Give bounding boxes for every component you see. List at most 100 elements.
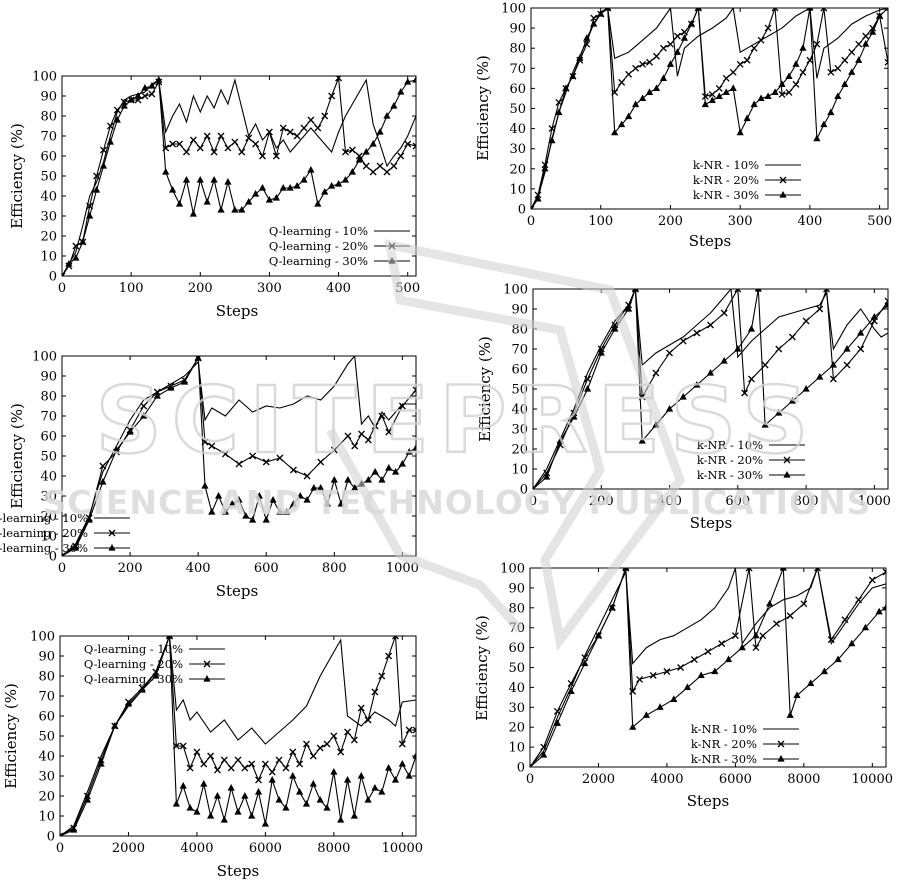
data-point (738, 643, 746, 651)
data-point (843, 345, 851, 352)
y-tick-label: 100 (500, 562, 525, 577)
data-point (364, 796, 372, 803)
data-point (99, 462, 107, 470)
data-point (224, 144, 232, 152)
data-point (362, 148, 370, 155)
data-point (176, 140, 183, 148)
data-point (597, 10, 605, 17)
x-axis-title: Steps (690, 514, 732, 532)
data-point (255, 492, 264, 499)
data-point (834, 92, 842, 100)
data-point (792, 80, 800, 88)
data-point (646, 58, 653, 66)
data-point (799, 44, 807, 51)
data-point (823, 289, 831, 293)
data-point (179, 742, 187, 750)
data-point (677, 664, 685, 671)
data-point (757, 94, 765, 102)
data-point (245, 198, 253, 205)
data-point (834, 655, 842, 663)
data-point (348, 146, 356, 154)
data-point (820, 120, 828, 128)
data-point (631, 100, 640, 108)
data-point (186, 764, 194, 772)
data-point (720, 309, 728, 317)
y-tick-label: 10 (508, 741, 525, 756)
y-tick-label: 50 (509, 102, 526, 117)
data-point (729, 84, 737, 91)
data-point (262, 458, 270, 466)
data-point (106, 138, 114, 145)
data-point (778, 90, 786, 98)
data-point (385, 464, 393, 471)
y-tick-label: 90 (40, 90, 57, 105)
data-point (764, 92, 772, 100)
data-point (806, 56, 814, 64)
data-point (653, 52, 660, 60)
y-tick-label: 100 (30, 630, 55, 645)
data-point (169, 186, 177, 193)
series-1 (62, 356, 416, 556)
data-point (72, 544, 80, 551)
data-point (673, 32, 681, 40)
legend-marker (783, 456, 791, 464)
data-point (665, 405, 674, 412)
data-point (251, 190, 260, 197)
data-point (328, 182, 336, 189)
data-point (248, 760, 256, 768)
data-point (290, 466, 297, 474)
x-tick-label: 800 (794, 494, 819, 509)
data-point (722, 74, 730, 82)
data-point (412, 726, 416, 734)
data-point (186, 804, 194, 811)
data-point (398, 460, 406, 467)
x-tick-label: 200 (188, 281, 213, 296)
legend-marker (388, 257, 396, 264)
x-tick-label: 8000 (317, 841, 350, 856)
data-point (870, 313, 878, 320)
data-point (771, 88, 779, 96)
data-point (754, 289, 762, 292)
data-point (296, 788, 304, 795)
y-tick-label: 50 (38, 730, 55, 745)
data-point (715, 84, 723, 92)
data-point (127, 96, 135, 103)
y-tick-label: 10 (509, 182, 526, 197)
legend-marker (108, 544, 116, 551)
data-point (816, 373, 824, 380)
data-point (220, 756, 228, 764)
data-point (583, 40, 591, 48)
data-point (383, 112, 391, 119)
x-tick-label: 200 (658, 214, 683, 229)
data-point (397, 152, 405, 160)
y-axis-title: Efficiency (%) (476, 336, 494, 442)
data-point (814, 568, 821, 572)
data-point (193, 748, 201, 756)
data-point (106, 122, 114, 130)
data-point (321, 112, 329, 120)
legend-label: k-NR - 10% (697, 438, 763, 452)
data-point (323, 740, 331, 748)
data-point (683, 683, 692, 690)
data-point (148, 90, 156, 98)
data-point (764, 24, 772, 32)
data-point (351, 442, 359, 450)
data-point (203, 132, 211, 140)
data-point (330, 446, 338, 454)
data-point (314, 200, 322, 207)
data-point (848, 639, 856, 647)
data-point (412, 142, 416, 150)
data-point (282, 804, 290, 811)
data-point (279, 124, 287, 132)
y-tick-label: 30 (40, 490, 57, 505)
data-point (296, 492, 304, 499)
data-point (241, 792, 249, 799)
x-axis-title: Steps (216, 302, 258, 320)
data-point (355, 156, 363, 163)
data-point (316, 796, 324, 803)
data-point (636, 675, 643, 683)
x-tick-label: 10000 (382, 841, 423, 856)
chart-knr-500: 0 10 20 30 40 50 60 70 80 90 100 0 100 200 300 400 500 St… (474, 2, 892, 251)
data-point (265, 196, 274, 203)
data-point (235, 460, 243, 468)
